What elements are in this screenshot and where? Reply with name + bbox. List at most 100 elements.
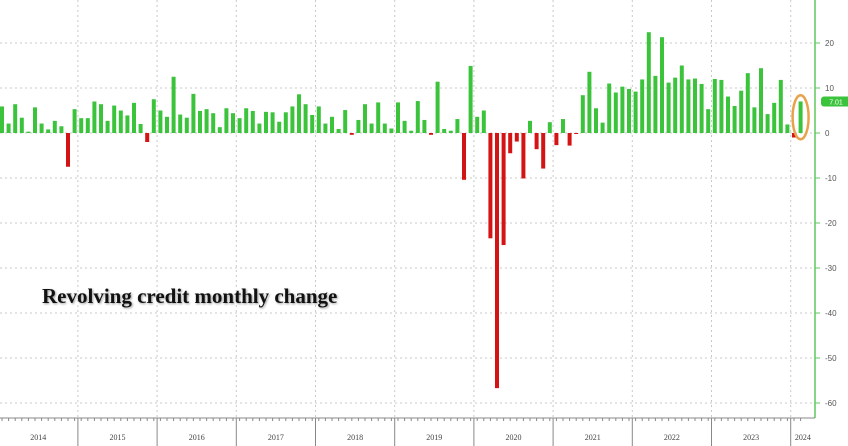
bar: [792, 133, 796, 138]
bar: [105, 120, 110, 133]
bar: [138, 124, 143, 133]
bar: [475, 116, 480, 133]
bar: [396, 102, 400, 133]
last-value-label: 7.01: [829, 99, 843, 106]
bar: [211, 113, 216, 133]
bar: [435, 81, 440, 133]
bar: [316, 106, 321, 133]
bar: [217, 127, 222, 133]
bar: [184, 117, 189, 133]
x-axis: 2014 2015 2016 2017 2018 2019 2020 2021 2022 2023…: [0, 417, 815, 446]
bar: [646, 32, 651, 134]
bar: [574, 133, 579, 134]
bar: [442, 128, 447, 133]
bar: [620, 86, 625, 133]
bar: [244, 108, 249, 133]
bar: [369, 123, 374, 133]
bar: [798, 101, 803, 133]
bar: [521, 133, 526, 179]
year-label: 2017: [268, 433, 284, 442]
y-tick-label: -50: [825, 354, 837, 363]
year-label: 2018: [347, 433, 363, 442]
bar: [165, 116, 169, 133]
bar: [356, 119, 361, 133]
bar: [0, 106, 4, 133]
bar: [613, 92, 618, 133]
bar: [488, 133, 493, 239]
y-axis: 20 10 0 -10 -20 -30 -40 -50 -60: [814, 0, 837, 418]
bar: [501, 133, 506, 246]
bar: [455, 119, 460, 133]
bar: [283, 112, 288, 133]
bar: [13, 104, 18, 133]
bar: [158, 110, 163, 133]
bar: [679, 65, 684, 133]
bar: [250, 110, 255, 133]
bar: [191, 93, 196, 133]
bar: [118, 110, 123, 133]
bar: [686, 79, 691, 133]
bar: [627, 88, 631, 133]
bar: [732, 106, 737, 133]
bar: [508, 133, 513, 154]
bars: [0, 32, 803, 389]
bar: [468, 65, 473, 133]
bar: [547, 122, 552, 133]
highlight: 7.01: [791, 93, 848, 141]
bar: [666, 82, 671, 133]
bar: [600, 122, 605, 133]
bar: [726, 96, 730, 133]
bar: [719, 79, 724, 133]
bar: [402, 120, 407, 133]
bar: [224, 108, 229, 133]
bar: [39, 123, 44, 133]
bar: [752, 107, 757, 133]
bar: [204, 109, 209, 133]
bar: [112, 105, 117, 133]
bar: [323, 123, 328, 133]
bar: [19, 117, 24, 133]
bar: [171, 76, 176, 133]
year-label: 2021: [585, 433, 601, 442]
bar: [303, 104, 308, 133]
bar: [607, 83, 612, 133]
bar: [653, 75, 658, 133]
bar: [415, 101, 420, 133]
last-value-tag: [821, 96, 848, 107]
bar: [151, 99, 156, 133]
year-label: 2023: [743, 433, 759, 442]
bar: [640, 79, 645, 133]
bar: [481, 110, 486, 133]
bar: [429, 133, 433, 135]
bar: [534, 133, 539, 150]
bar: [297, 94, 301, 133]
year-label: 2015: [110, 433, 126, 442]
y-tick-label: -20: [825, 219, 837, 228]
y-tick-label: -30: [825, 264, 837, 273]
bar: [376, 102, 381, 133]
bar: [580, 95, 585, 133]
bar: [541, 133, 546, 169]
bar: [52, 120, 57, 133]
bar: [363, 104, 367, 133]
bar: [778, 79, 783, 133]
year-label: 2020: [506, 433, 522, 442]
bar: [693, 78, 697, 133]
bar: [237, 118, 242, 133]
bar: [132, 102, 136, 133]
bar: [561, 119, 565, 133]
bar: [178, 114, 183, 133]
bar: [310, 115, 315, 133]
bar: [99, 104, 103, 133]
bar: [290, 106, 295, 133]
bar: [587, 71, 592, 133]
bar: [336, 128, 341, 133]
y-tick-label: 0: [825, 129, 830, 138]
bar: [673, 77, 678, 133]
bar: [264, 111, 268, 133]
bar: [567, 133, 572, 146]
bar: [554, 133, 559, 146]
bar: [409, 130, 414, 133]
bar: [125, 115, 130, 133]
